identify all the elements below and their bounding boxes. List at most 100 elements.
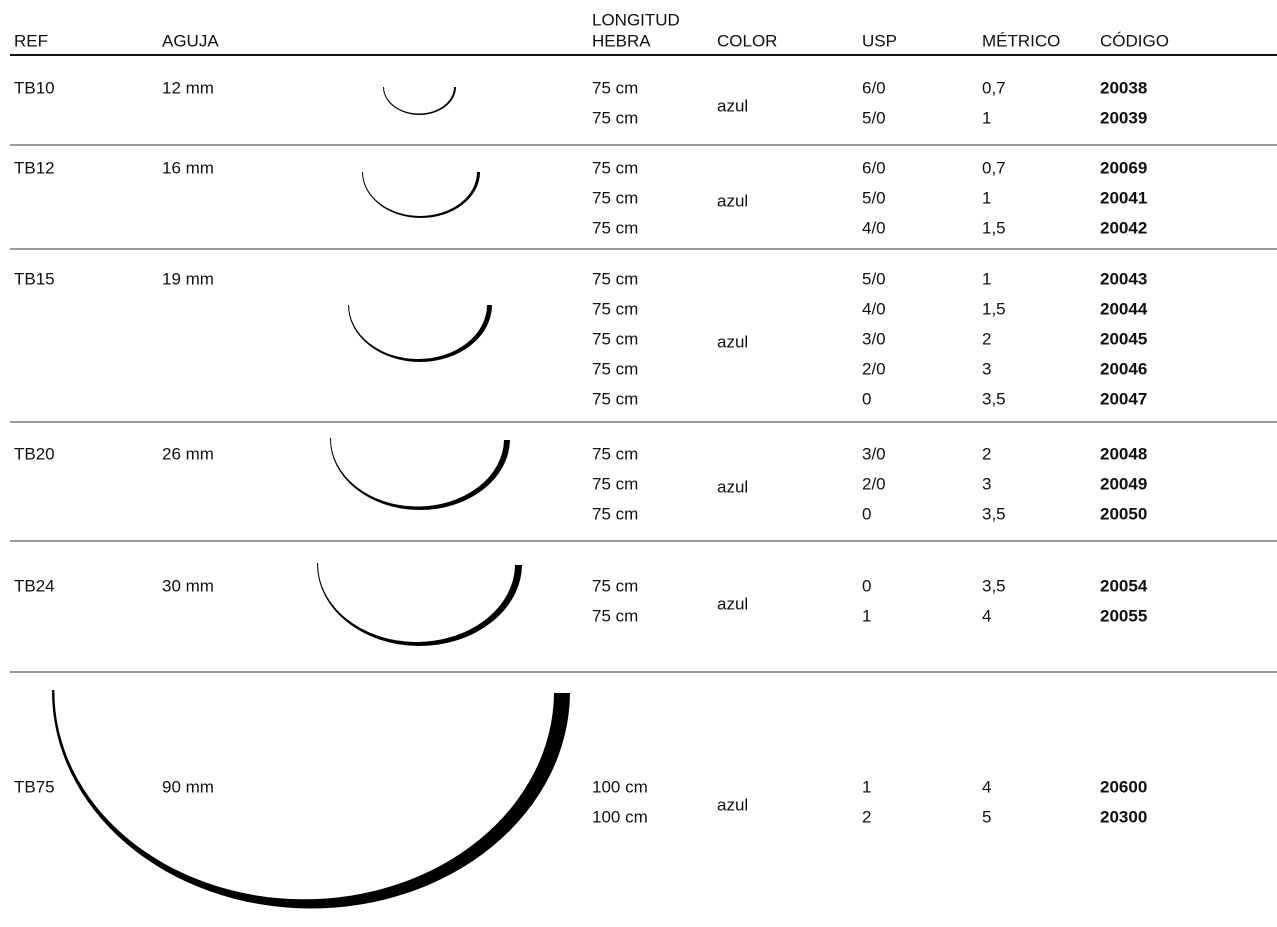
longitud: 75 cm [592,269,638,288]
needle-icon [348,305,492,362]
aguja: 16 mm [162,158,214,177]
header-color: COLOR [717,31,777,50]
codigo: 20042 [1100,218,1147,237]
longitud: 75 cm [592,576,638,595]
aguja: 30 mm [162,576,214,595]
aguja: 19 mm [162,269,214,288]
metrico: 3,5 [982,504,1006,523]
usp: 5/0 [862,188,886,207]
color: azul [717,795,748,814]
longitud: 75 cm [592,188,638,207]
metrico: 1 [982,108,991,127]
codigo: 20069 [1100,158,1147,177]
aguja: 12 mm [162,78,214,97]
metrico: 0,7 [982,158,1006,177]
ref: TB10 [14,78,55,97]
needle-icon [330,438,510,510]
header-codigo: CÓDIGO [1100,31,1169,50]
usp: 4/0 [862,218,886,237]
codigo: 20046 [1100,359,1147,378]
metrico: 3,5 [982,389,1006,408]
usp: 3/0 [862,329,886,348]
metrico: 4 [982,777,991,796]
longitud: 75 cm [592,504,638,523]
usp: 1 [862,606,871,625]
usp: 0 [862,576,871,595]
ref: TB75 [14,777,55,796]
longitud: 100 cm [592,807,648,826]
ref: TB15 [14,269,55,288]
codigo: 20047 [1100,389,1147,408]
usp: 4/0 [862,299,886,318]
usp: 6/0 [862,158,886,177]
metrico: 5 [982,807,991,826]
usp: 0 [862,389,871,408]
metrico: 3 [982,359,991,378]
codigo: 20049 [1100,474,1147,493]
color: azul [717,332,748,351]
color: azul [717,477,748,496]
color: azul [717,191,748,210]
codigo: 20045 [1100,329,1147,348]
longitud: 75 cm [592,389,638,408]
usp: 0 [862,504,871,523]
header-usp: USP [862,31,897,50]
usp: 2/0 [862,474,886,493]
usp: 5/0 [862,108,886,127]
usp: 1 [862,777,871,796]
usp: 2 [862,807,871,826]
header-ref: REF [14,31,48,50]
longitud: 75 cm [592,78,638,97]
needle-icon [362,172,480,218]
header-longitud: LONGITUD [592,10,680,29]
color: azul [717,96,748,115]
codigo: 20043 [1100,269,1147,288]
usp: 2/0 [862,359,886,378]
usp: 6/0 [862,78,886,97]
codigo: 20300 [1100,807,1147,826]
usp: 3/0 [862,444,886,463]
needle-icon [52,690,570,909]
metrico: 1,5 [982,218,1006,237]
codigo: 20041 [1100,188,1147,207]
color: azul [717,594,748,613]
codigo: 20054 [1100,576,1148,595]
longitud: 75 cm [592,108,638,127]
usp: 5/0 [862,269,886,288]
longitud: 75 cm [592,158,638,177]
metrico: 4 [982,606,991,625]
aguja: 26 mm [162,444,214,463]
ref: TB20 [14,444,55,463]
needle-icon [383,87,456,115]
header-metrico: MÉTRICO [982,31,1060,50]
aguja: 90 mm [162,777,214,796]
codigo: 20044 [1100,299,1148,318]
header-aguja: AGUJA [162,31,219,50]
metrico: 3 [982,474,991,493]
ref: TB24 [14,576,55,595]
metrico: 1 [982,188,991,207]
longitud: 75 cm [592,299,638,318]
ref: TB12 [14,158,55,177]
codigo: 20055 [1100,606,1147,625]
metrico: 1,5 [982,299,1006,318]
longitud: 75 cm [592,474,638,493]
needle-icon [317,563,522,646]
metrico: 2 [982,329,991,348]
codigo: 20048 [1100,444,1147,463]
codigo: 20050 [1100,504,1147,523]
codigo: 20039 [1100,108,1147,127]
longitud: 100 cm [592,777,648,796]
metrico: 0,7 [982,78,1006,97]
metrico: 3,5 [982,576,1006,595]
product-table: REF AGUJA LONGITUD HEBRA COLOR USP MÉTRI… [0,0,1277,927]
longitud: 75 cm [592,444,638,463]
longitud: 75 cm [592,359,638,378]
codigo: 20600 [1100,777,1147,796]
metrico: 1 [982,269,991,288]
longitud: 75 cm [592,329,638,348]
header-hebra: HEBRA [592,31,651,50]
codigo: 20038 [1100,78,1147,97]
longitud: 75 cm [592,218,638,237]
longitud: 75 cm [592,606,638,625]
